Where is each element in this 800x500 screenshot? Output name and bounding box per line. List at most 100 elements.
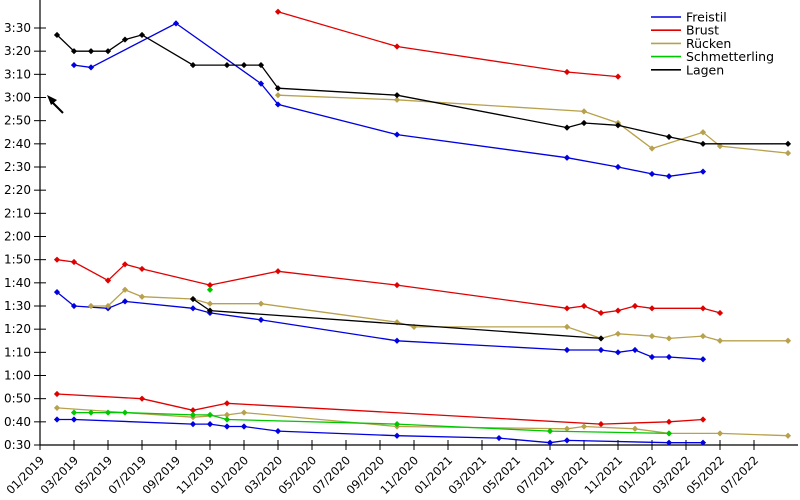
data-point-marker bbox=[648, 305, 656, 312]
data-point-marker bbox=[121, 286, 129, 293]
data-point-marker bbox=[87, 302, 95, 310]
data-point-marker bbox=[87, 409, 95, 416]
data-point-marker bbox=[104, 48, 112, 55]
y-tick-label: 1:10 bbox=[4, 345, 31, 359]
data-point-marker bbox=[257, 316, 265, 323]
data-point-marker bbox=[274, 85, 282, 92]
data-point-marker bbox=[70, 302, 78, 310]
data-point-marker bbox=[121, 261, 129, 268]
data-point-marker bbox=[495, 434, 503, 442]
y-tick-label: 1:30 bbox=[4, 299, 31, 313]
data-point-marker bbox=[121, 36, 129, 43]
legend-item-brust: Brust bbox=[651, 23, 719, 38]
data-point-marker bbox=[104, 409, 112, 416]
data-point-marker bbox=[648, 145, 656, 152]
data-point-marker bbox=[70, 258, 78, 266]
data-point-marker bbox=[138, 265, 146, 273]
data-point-marker bbox=[784, 140, 792, 147]
data-point-marker bbox=[53, 390, 61, 398]
data-point-marker bbox=[580, 119, 588, 127]
y-tick-label: 3:30 bbox=[4, 21, 31, 35]
data-point-marker bbox=[189, 295, 197, 303]
data-point-marker bbox=[614, 330, 622, 337]
data-point-marker bbox=[784, 337, 792, 344]
series-brust-top bbox=[274, 8, 622, 80]
y-tick-label: 0:40 bbox=[4, 415, 31, 429]
data-point-marker bbox=[699, 305, 707, 312]
data-point-marker bbox=[87, 64, 95, 71]
series-rücken-top bbox=[274, 92, 792, 157]
y-tick-label: 1:50 bbox=[4, 253, 31, 267]
data-point-marker bbox=[648, 333, 656, 340]
data-point-marker bbox=[563, 346, 571, 354]
y-tick-label: 1:40 bbox=[4, 276, 31, 290]
data-point-marker bbox=[563, 305, 571, 312]
legend-label: Brust bbox=[686, 23, 719, 38]
data-point-marker bbox=[563, 154, 571, 161]
series-freistil-middle bbox=[53, 289, 707, 363]
data-point-marker bbox=[53, 256, 61, 263]
data-point-marker bbox=[631, 425, 639, 432]
data-point-marker bbox=[393, 432, 401, 439]
data-point-marker bbox=[597, 309, 605, 317]
data-point-marker bbox=[223, 416, 231, 423]
data-point-marker bbox=[189, 305, 197, 312]
data-point-marker bbox=[70, 409, 78, 416]
data-point-marker bbox=[138, 293, 146, 300]
data-point-marker bbox=[716, 143, 724, 150]
data-point-marker bbox=[614, 163, 622, 171]
data-point-marker bbox=[631, 346, 639, 354]
series-line bbox=[56, 34, 788, 145]
data-point-marker bbox=[206, 286, 214, 293]
cursor-arrowhead bbox=[47, 95, 57, 105]
data-point-marker bbox=[189, 421, 197, 428]
data-point-marker bbox=[393, 421, 401, 428]
data-point-marker bbox=[393, 131, 401, 138]
data-point-marker bbox=[665, 418, 673, 425]
data-point-marker bbox=[597, 335, 605, 342]
series-lagen-middle bbox=[189, 295, 605, 342]
y-tick-label: 0:50 bbox=[4, 392, 31, 406]
data-point-marker bbox=[274, 101, 282, 108]
y-tick-label: 2:40 bbox=[4, 137, 31, 151]
data-point-marker bbox=[240, 61, 248, 69]
data-point-marker bbox=[699, 439, 707, 446]
series-schmetterling-bottom bbox=[70, 409, 673, 437]
data-point-marker bbox=[104, 277, 112, 284]
data-point-marker bbox=[665, 335, 673, 342]
axes: 0:30 0:40 0:50 1:00 1:10 1:20 1:30 1:40 1:50 2:00… bbox=[3, 0, 798, 497]
y-tick-label: 2:00 bbox=[4, 230, 31, 244]
legend-label: Schmetterling bbox=[686, 49, 774, 64]
data-point-marker bbox=[53, 31, 61, 39]
data-point-marker bbox=[648, 353, 656, 361]
data-point-marker bbox=[614, 307, 622, 314]
data-point-marker bbox=[699, 168, 707, 175]
legend-item-rücken: Rücken bbox=[651, 36, 731, 51]
data-point-marker bbox=[138, 31, 146, 39]
data-point-marker bbox=[665, 353, 673, 361]
data-point-marker bbox=[70, 416, 78, 423]
data-point-marker bbox=[546, 439, 554, 446]
mouse-cursor[interactable] bbox=[47, 95, 64, 114]
data-point-marker bbox=[138, 395, 146, 402]
data-point-marker bbox=[257, 80, 265, 87]
data-point-marker bbox=[580, 302, 588, 310]
series-brust-middle bbox=[53, 256, 724, 317]
series-line bbox=[56, 259, 721, 314]
data-point-marker bbox=[189, 61, 197, 69]
data-point-marker bbox=[70, 48, 78, 55]
y-tick-label: 0:30 bbox=[4, 438, 31, 452]
data-point-marker bbox=[665, 439, 673, 446]
data-point-marker bbox=[393, 337, 401, 344]
y-tick-label: 2:20 bbox=[4, 183, 31, 197]
y-tick-label: 3:10 bbox=[4, 67, 31, 81]
data-point-marker bbox=[699, 333, 707, 340]
data-point-marker bbox=[546, 428, 554, 435]
data-point-marker bbox=[563, 323, 571, 330]
y-tick-label: 1:20 bbox=[4, 322, 31, 336]
data-point-marker bbox=[189, 411, 197, 418]
data-point-marker bbox=[257, 61, 265, 69]
data-point-marker bbox=[87, 48, 95, 55]
data-point-marker bbox=[665, 133, 673, 140]
